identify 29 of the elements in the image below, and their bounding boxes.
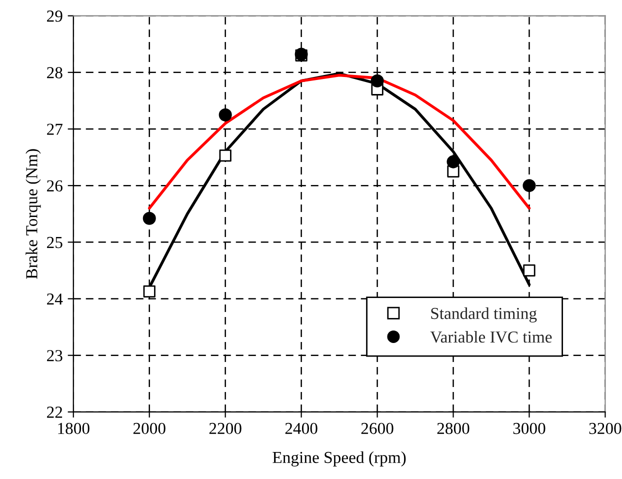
point: [219, 150, 232, 162]
y-tick-label: 24: [47, 294, 63, 305]
point: [523, 264, 536, 277]
y-tick-label: 29: [47, 10, 62, 22]
point: [446, 155, 460, 168]
point: [218, 108, 232, 122]
y-tick-label: 22: [47, 406, 62, 418]
x-tick-label: 3000: [513, 422, 546, 434]
y-tick-label: 27: [47, 124, 62, 135]
x-tick-label: 2800: [437, 422, 470, 434]
y-tick-label: 25: [47, 236, 62, 248]
x-tick-label: 1800: [58, 422, 90, 434]
line-series: [148, 74, 531, 210]
x-axis-title: Engine Speed (rpm): [272, 451, 406, 467]
x-tick-label: 2400: [285, 422, 318, 434]
point: [143, 285, 156, 298]
point: [522, 179, 536, 192]
x-tick-label: 2200: [209, 422, 242, 434]
x-tick-label: 2600: [361, 422, 394, 434]
point: [142, 212, 156, 225]
x-tick-label: 2000: [133, 422, 166, 434]
x-tick-label: 3200: [589, 422, 622, 434]
y-tick-label: 28: [47, 67, 62, 78]
point: [370, 74, 384, 88]
y-tick-label: 23: [47, 350, 62, 362]
y-axis-title: Brake Torque (Nm): [26, 149, 41, 279]
legend-label: Standard timing: [431, 307, 537, 323]
y-tick-label: 26: [47, 180, 62, 192]
legend-label: Variable IVC time: [430, 330, 552, 343]
